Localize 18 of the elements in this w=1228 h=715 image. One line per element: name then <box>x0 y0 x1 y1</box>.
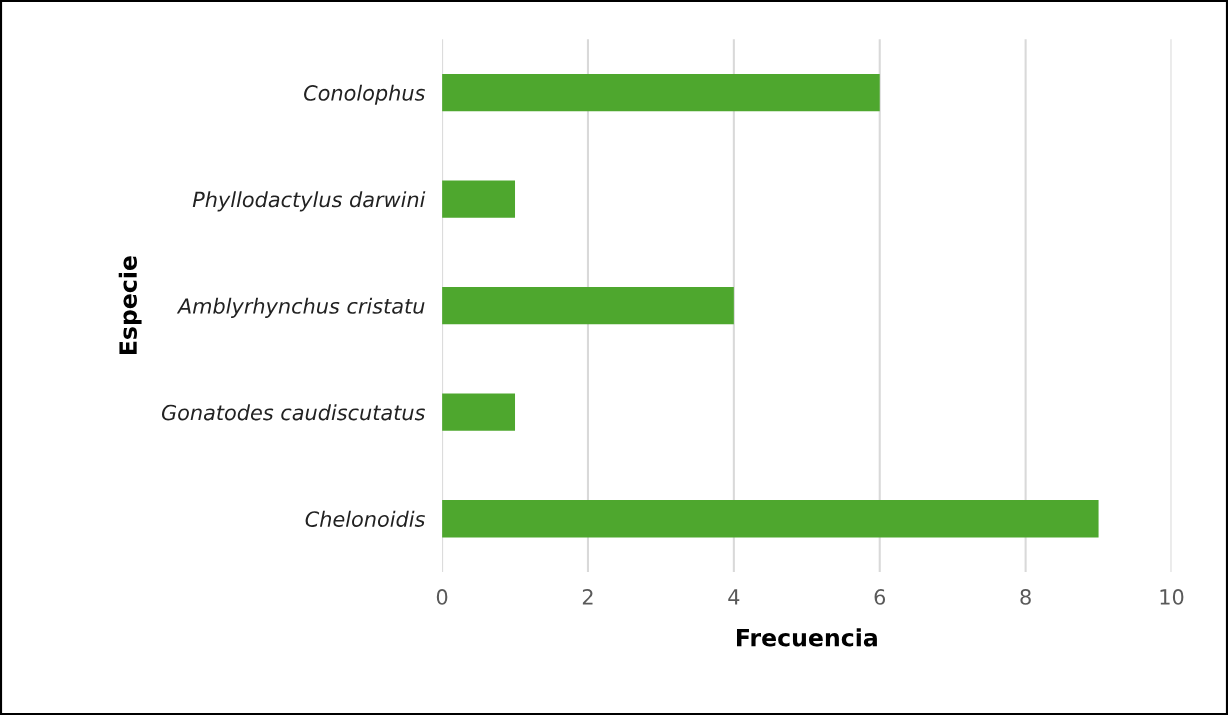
x-tick-label: 8 <box>1020 589 1031 605</box>
y-tick-label: Chelonoidis <box>305 510 425 527</box>
bar <box>442 180 516 218</box>
x-axis-title: Frecuencia <box>737 628 877 647</box>
y-tick-label: Conolophus <box>304 84 425 105</box>
x-tick-label: 0 <box>436 589 448 605</box>
y-axis-title: Especie <box>118 256 142 355</box>
x-tick-label: 10 <box>1160 589 1184 605</box>
bar <box>442 287 734 325</box>
y-tick-label: Phyllodactylus darwini <box>192 191 426 212</box>
x-tick-label: 2 <box>582 589 593 605</box>
x-tick-label: 4 <box>728 589 740 605</box>
y-tick-label: Amblyrhynchus cristatu <box>176 297 425 318</box>
y-tick-label: Gonatodes caudiscutatus <box>161 404 425 421</box>
x-tick-label: 6 <box>874 589 886 605</box>
bar <box>442 500 1099 538</box>
bar <box>442 73 880 112</box>
bar <box>442 393 516 431</box>
